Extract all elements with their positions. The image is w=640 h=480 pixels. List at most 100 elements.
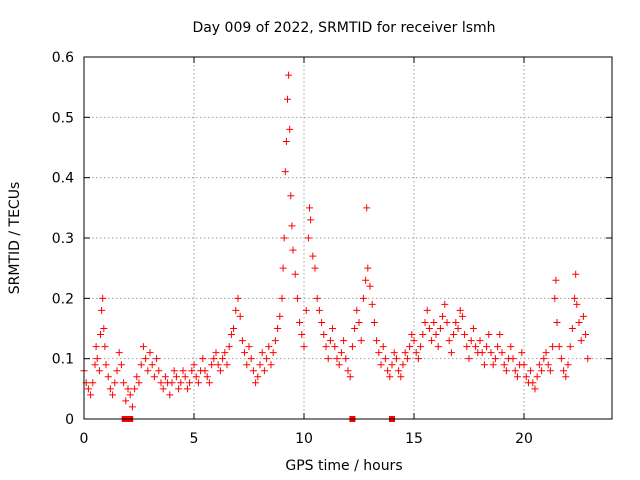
data-point <box>267 361 275 369</box>
data-point <box>307 216 315 224</box>
y-axis-label: SRMTID / TECUs <box>7 182 23 295</box>
data-point <box>106 385 114 393</box>
data-point <box>557 355 565 363</box>
data-point <box>304 234 312 242</box>
data-point <box>247 355 255 363</box>
y-tick-label: 0.6 <box>52 50 74 66</box>
data-point <box>179 367 187 375</box>
data-point <box>529 379 537 387</box>
data-point <box>397 373 405 381</box>
data-point <box>538 367 546 375</box>
x-tick-label: 15 <box>405 431 423 447</box>
data-point <box>117 361 125 369</box>
data-point <box>183 385 191 393</box>
data-point <box>102 361 110 369</box>
data-point <box>139 343 147 351</box>
data-point <box>452 318 460 326</box>
data-point <box>351 325 359 332</box>
data-point <box>95 367 103 375</box>
data-point <box>562 373 570 381</box>
data-point <box>276 312 284 320</box>
data-point <box>419 331 427 339</box>
x-axis-label: GPS time / hours <box>285 458 402 474</box>
data-point <box>384 367 392 375</box>
data-point <box>518 349 526 357</box>
data-points <box>80 71 592 422</box>
x-tick-label: 0 <box>80 431 89 447</box>
data-point <box>417 343 425 351</box>
data-point <box>256 361 264 369</box>
data-point <box>520 361 528 369</box>
data-point <box>245 343 253 351</box>
data-point <box>373 337 381 345</box>
data-point <box>555 343 563 351</box>
data-point <box>346 373 354 381</box>
data-point <box>579 312 587 320</box>
data-point <box>205 379 213 387</box>
data-point <box>87 391 95 399</box>
data-point <box>216 367 224 375</box>
data-point <box>289 246 297 254</box>
data-point <box>379 343 387 351</box>
data-point <box>445 337 453 345</box>
data-point <box>212 349 220 357</box>
data-point <box>113 367 121 375</box>
data-point <box>370 318 378 326</box>
data-point <box>288 222 296 230</box>
data-point <box>478 349 486 357</box>
data-point <box>260 367 268 375</box>
data-point <box>491 355 499 363</box>
data-point <box>399 361 407 369</box>
data-point <box>355 318 363 326</box>
data-point <box>281 168 289 176</box>
data-point <box>263 355 271 363</box>
x-tick-label: 20 <box>515 431 533 447</box>
data-point <box>249 367 257 375</box>
data-point <box>571 294 579 302</box>
data-point <box>410 337 418 345</box>
data-point <box>551 294 559 302</box>
data-point <box>243 361 251 369</box>
x-tick-label: 5 <box>190 431 199 447</box>
data-point <box>458 312 466 320</box>
data-point <box>285 71 293 79</box>
data-point <box>208 361 216 369</box>
data-point <box>476 337 484 345</box>
data-point <box>392 355 400 363</box>
data-point <box>225 343 233 351</box>
y-tick-label: 0.5 <box>52 110 74 126</box>
data-point <box>311 264 319 272</box>
data-point <box>381 355 389 363</box>
data-point <box>564 361 572 369</box>
data-point <box>430 318 438 326</box>
y-tick-label: 0.1 <box>52 352 74 368</box>
data-point <box>337 349 345 357</box>
data-point <box>150 373 158 381</box>
data-point <box>190 361 198 369</box>
data-point <box>131 385 139 393</box>
data-point <box>362 276 370 284</box>
data-point <box>194 379 202 387</box>
data-point <box>284 95 291 103</box>
data-point <box>359 294 367 302</box>
data-point <box>241 349 249 357</box>
data-point <box>279 264 287 272</box>
data-point <box>542 349 550 357</box>
data-point <box>320 331 328 339</box>
data-point <box>214 361 222 369</box>
y-tick-label: 0 <box>65 412 74 428</box>
data-point <box>296 318 304 326</box>
data-point <box>342 355 350 363</box>
data-point <box>274 325 282 332</box>
chart-title: Day 009 of 2022, SRMTID for receiver lsm… <box>192 20 495 36</box>
data-point <box>401 349 409 357</box>
data-point <box>331 343 339 351</box>
data-point <box>122 397 130 405</box>
data-point <box>133 373 141 381</box>
data-point <box>560 367 568 375</box>
data-point <box>366 282 374 290</box>
data-point <box>375 349 383 357</box>
data-point <box>513 373 521 381</box>
data-point <box>148 361 156 369</box>
